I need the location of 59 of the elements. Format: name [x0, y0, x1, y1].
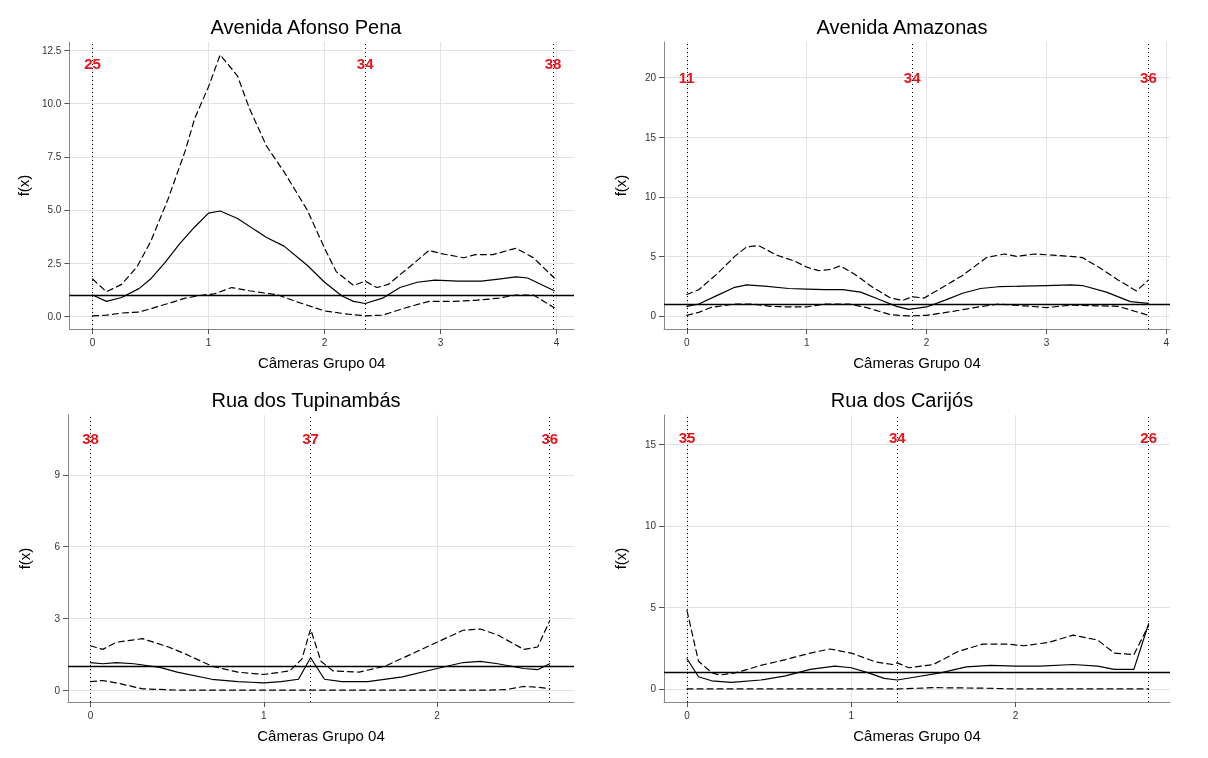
x-axis-title: Câmeras Grupo 04 — [853, 354, 981, 371]
chart-title: Avenida Afonso Pena — [210, 16, 403, 38]
y-tick-label: 3 — [54, 612, 61, 624]
y-tick-label: 2.5 — [47, 257, 62, 269]
chart-title: Rua dos Tupinambás — [211, 389, 401, 411]
y-tick-label: 12.5 — [41, 45, 62, 56]
annotation: 36 — [1140, 69, 1157, 87]
annotation: 26 — [1140, 429, 1157, 447]
y-tick-label: 15 — [644, 438, 657, 450]
y-tick-label: 10.0 — [41, 98, 62, 110]
annotation: 35 — [678, 429, 696, 447]
y-tick-label: 7.5 — [47, 151, 62, 163]
y-axis-title: f(x) — [16, 547, 33, 570]
annotation: 36 — [541, 430, 559, 448]
y-tick-label: 5.0 — [47, 204, 62, 216]
x-axis-title: Câmeras Grupo 04 — [257, 354, 386, 371]
y-tick-label: 9 — [54, 469, 61, 481]
y-axis-title: f(x) — [612, 547, 629, 570]
annotation: 37 — [302, 430, 319, 448]
x-tick-label: 3 — [437, 336, 444, 348]
chart-title: Rua dos Carijós — [830, 389, 974, 411]
x-tick-label: 0 — [684, 336, 690, 348]
annotation: 11 — [678, 69, 695, 87]
x-tick-label: 2 — [923, 336, 930, 348]
x-tick-label: 2 — [1012, 709, 1019, 721]
y-axis-title: f(x) — [15, 174, 32, 197]
y-tick-label: 10 — [644, 520, 657, 532]
y-axis-title: f(x) — [612, 174, 629, 197]
annotation: 25 — [84, 54, 101, 72]
y-tick-label: 0 — [650, 683, 657, 695]
y-tick-label: 0 — [54, 684, 61, 696]
y-tick-label: 5 — [650, 601, 657, 613]
x-axis-title: Câmeras Grupo 04 — [853, 727, 981, 744]
annotation: 34 — [888, 429, 907, 447]
x-tick-label: 4 — [553, 336, 560, 348]
chart-title: Avenida Amazonas — [816, 16, 988, 38]
annotation: 38 — [82, 430, 99, 448]
annotation: 34 — [356, 54, 375, 72]
x-tick-label: 1 — [205, 336, 212, 348]
annotation: 38 — [544, 54, 562, 72]
y-tick-label: 20 — [644, 72, 657, 84]
x-tick-label: 3 — [1043, 336, 1050, 348]
x-tick-label: 4 — [1163, 336, 1170, 348]
y-tick-label: 0.0 — [47, 310, 62, 322]
x-tick-label: 2 — [321, 336, 328, 348]
x-tick-label: 2 — [434, 709, 441, 721]
x-tick-label: 0 — [684, 709, 691, 721]
x-axis-title: Câmeras Grupo 04 — [257, 727, 385, 744]
y-tick-label: 0 — [650, 310, 657, 322]
x-tick-label: 1 — [848, 709, 855, 721]
y-tick-label: 6 — [54, 541, 61, 553]
x-tick-label: 1 — [803, 336, 810, 348]
x-tick-label: 0 — [87, 709, 94, 721]
x-tick-label: 0 — [89, 336, 96, 348]
annotation: 34 — [903, 69, 922, 87]
y-tick-label: 10 — [644, 191, 657, 203]
y-tick-label: 15 — [644, 131, 657, 143]
x-tick-label: 1 — [261, 709, 268, 721]
y-tick-label: 5 — [650, 250, 657, 262]
